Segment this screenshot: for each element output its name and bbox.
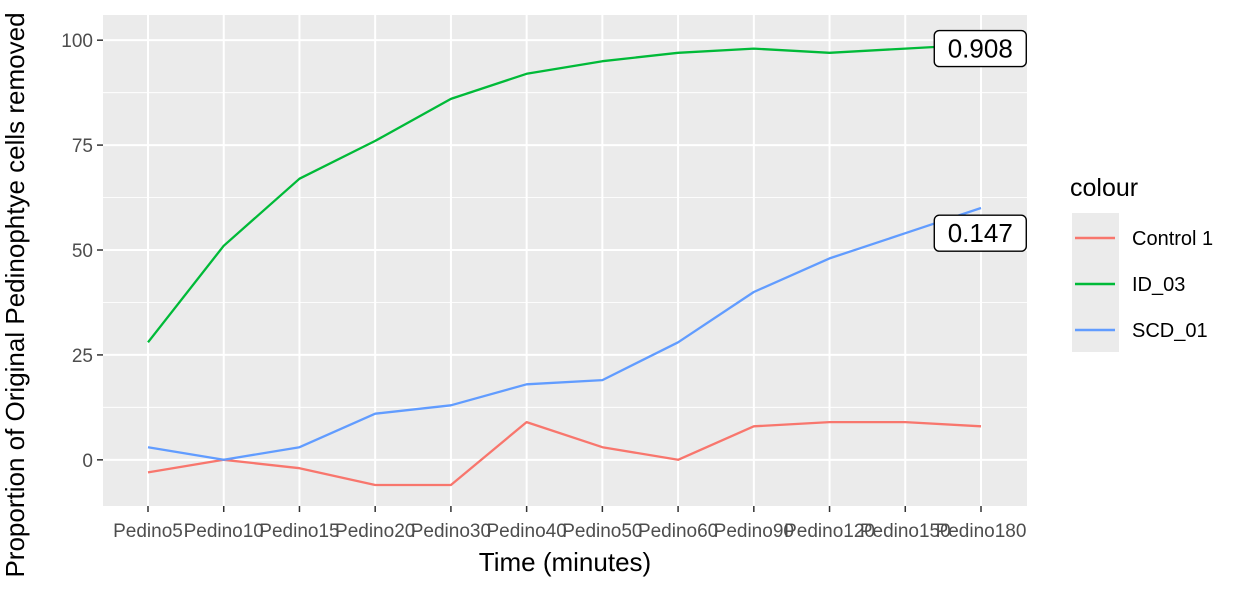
x-tick-label: Pedino5 bbox=[113, 521, 183, 542]
legend-title: colour bbox=[1070, 174, 1138, 202]
y-axis-title: Proportion of Original Pedinophtye cells… bbox=[0, 12, 30, 577]
x-tick-label: Pedino180 bbox=[936, 521, 1027, 542]
y-tick-label: 25 bbox=[72, 346, 93, 367]
annotation-label: 0.147 bbox=[948, 218, 1013, 248]
annotation-label: 0.908 bbox=[948, 34, 1013, 64]
x-tick-label: Pedino40 bbox=[486, 521, 566, 542]
series-line-scd-01 bbox=[147, 206, 982, 461]
annotation-box bbox=[933, 29, 1027, 68]
x-tick-label: Pedino120 bbox=[784, 521, 875, 542]
annotations: 0.908 0.147 bbox=[933, 29, 1027, 252]
x-tick-label: Pedino15 bbox=[259, 521, 339, 542]
x-tick-label: Pedino20 bbox=[335, 521, 415, 542]
series-line-id-03 bbox=[147, 43, 982, 344]
series-line-control-1 bbox=[147, 420, 982, 487]
x-tick-label: Pedino50 bbox=[562, 521, 642, 542]
x-tick-label: Pedino150 bbox=[860, 521, 951, 542]
legend: colour Control 1 ID_03 SCD_01 bbox=[1070, 174, 1213, 352]
major-gridlines bbox=[103, 15, 1027, 506]
plot-panel bbox=[103, 15, 1027, 506]
minor-gridlines bbox=[103, 92, 1027, 408]
x-tick-label: Pedino60 bbox=[638, 521, 718, 542]
annotation-box bbox=[933, 214, 1027, 252]
y-tick-label: 100 bbox=[61, 31, 93, 52]
legend-items: Control 1 ID_03 SCD_01 bbox=[1075, 228, 1213, 342]
x-tick-label: Pedino10 bbox=[184, 521, 264, 542]
legend-label: ID_03 bbox=[1132, 274, 1185, 296]
y-axis: 0 25 50 75 100 bbox=[61, 31, 103, 472]
x-axis-title: Time (minutes) bbox=[479, 547, 651, 577]
x-tick-label: Pedino90 bbox=[714, 521, 794, 542]
y-tick-label: 75 bbox=[72, 136, 93, 157]
legend-label: Control 1 bbox=[1132, 228, 1213, 250]
y-tick-label: 0 bbox=[82, 451, 93, 472]
series-lines bbox=[147, 43, 982, 487]
y-tick-label: 50 bbox=[72, 241, 93, 262]
x-axis: Pedino5 Pedino10Pedino15Pedino20Pedino30P… bbox=[113, 506, 1026, 542]
x-tick-label: Pedino30 bbox=[411, 521, 491, 542]
legend-label: SCD_01 bbox=[1132, 320, 1208, 342]
